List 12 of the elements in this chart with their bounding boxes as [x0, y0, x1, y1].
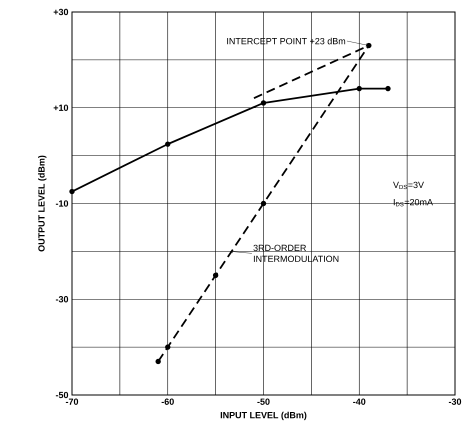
y-tick-label: -10: [56, 200, 68, 207]
x-tick-label: -70: [66, 398, 78, 405]
y-tick-label: -30: [56, 296, 68, 302]
y-tick-label: +30: [54, 8, 68, 16]
x-tick-label: -50: [257, 398, 270, 405]
x-tick-label: -60: [162, 398, 174, 405]
y-tick-label: +10: [54, 104, 68, 111]
x-axis-title: INPUT LEVEL (dBm): [220, 412, 306, 420]
x-tick-label: -40: [353, 398, 366, 405]
y-axis-title: OUTPUT LEVEL (dBm): [38, 156, 46, 252]
x-tick-label: -30: [448, 398, 462, 405]
y-tick-label: -50: [56, 392, 68, 398]
